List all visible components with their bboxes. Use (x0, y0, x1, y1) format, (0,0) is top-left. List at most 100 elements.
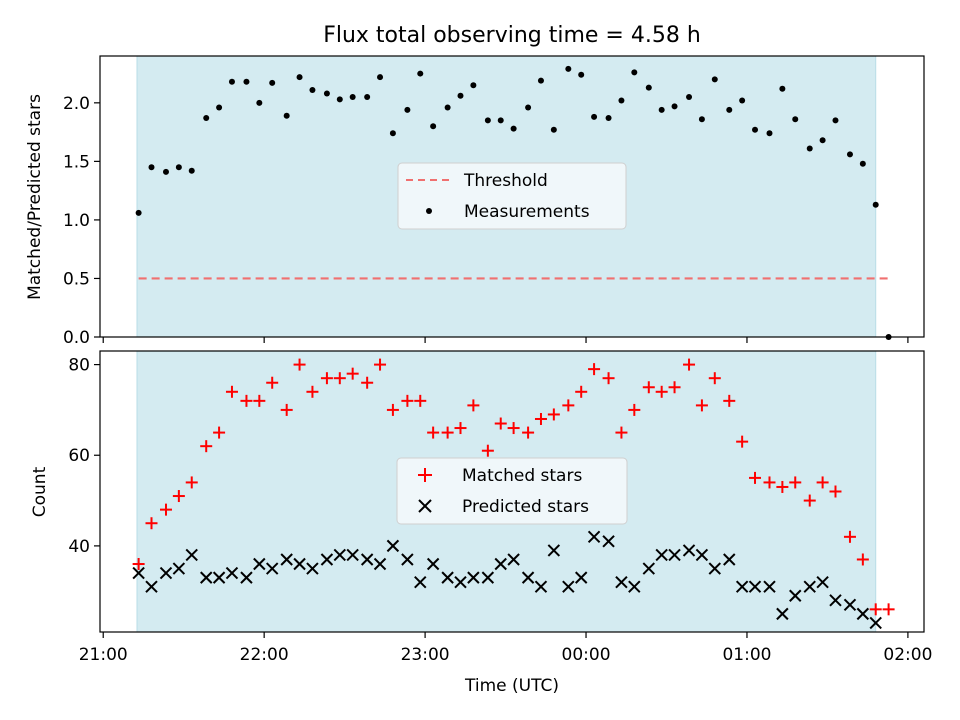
matched-star-point (736, 435, 749, 448)
matched-star-point (534, 412, 547, 425)
matched-star-point (562, 399, 575, 412)
measurement-point (671, 103, 678, 110)
matched-star-point (361, 376, 374, 389)
predicted-star-point (360, 553, 374, 566)
matched-star-point (494, 417, 507, 430)
measurement-point (283, 112, 290, 119)
measurement-point (269, 79, 276, 86)
measurement-point (819, 137, 826, 144)
matched-star-point (749, 471, 762, 484)
predicted-star-point (280, 553, 293, 566)
predicted-star-point (615, 575, 628, 589)
measurement-point (550, 126, 557, 133)
predicted-star-point (574, 571, 588, 584)
ratio-legend: Threshold Measurements (397, 162, 627, 230)
measurement-point (203, 115, 210, 122)
measurement-point (175, 164, 182, 171)
measurement-point (256, 99, 263, 106)
matched-star-point (869, 603, 882, 616)
measurement-point (859, 160, 866, 167)
xtick-label: 01:00 (722, 645, 771, 665)
matched-star-point (481, 444, 494, 457)
ratio-ytick-label: 1.0 (63, 211, 90, 231)
count-ytick-label: 40 (68, 537, 90, 557)
matched-star-point (615, 426, 628, 439)
matched-star-point (602, 372, 615, 385)
predicted-star-point (414, 575, 427, 589)
measurement-point (484, 117, 491, 124)
predicted-star-point (776, 607, 789, 621)
legend-matched-label: Matched stars (462, 466, 582, 486)
x-axis-label: Time (UTC) (464, 676, 559, 696)
count-panel: 40 60 80 21:00 22:00 23:00 00:00 01:00 02:00 Cou… (30, 350, 932, 665)
predicted-star-point (628, 580, 641, 593)
predicted-star-point (320, 553, 334, 566)
predicted-star-point (735, 580, 749, 593)
predicted-star-point (562, 580, 575, 593)
measurement-point (645, 84, 652, 91)
matched-star-point (803, 494, 816, 507)
matched-star-point (642, 381, 655, 394)
measurement-point (228, 78, 235, 85)
predicted-star-point (748, 580, 762, 593)
measurement-point (565, 65, 572, 72)
predicted-star-point (401, 553, 414, 566)
measurement-point (631, 69, 638, 76)
matched-star-point (507, 422, 520, 435)
measurement-point (779, 85, 786, 92)
xtick-label: 21:00 (79, 645, 128, 665)
predicted-star-point (240, 571, 253, 584)
predicted-star-point (454, 575, 467, 589)
predicted-star-point (803, 580, 816, 593)
matched-star-point (374, 358, 387, 371)
matched-star-point (132, 558, 145, 571)
measurement-point (711, 76, 718, 83)
matched-star-point (293, 358, 306, 371)
measurement-point (216, 104, 223, 111)
measurement-point (309, 86, 316, 93)
matched-star-point (575, 385, 588, 398)
matched-star-point (683, 358, 696, 371)
matched-star-point (816, 476, 829, 489)
predicted-star-point (212, 571, 226, 584)
matched-star-point (843, 530, 856, 543)
measurement-point (792, 116, 799, 123)
legend-predicted-swatch (418, 499, 432, 513)
matched-star-point (668, 381, 681, 394)
predicted-star-point (587, 530, 601, 544)
predicted-star-point (789, 589, 802, 602)
matched-star-point (467, 399, 480, 412)
matched-star-point (522, 426, 535, 439)
predicted-star-point (132, 566, 145, 580)
measurement-point (605, 115, 612, 122)
matched-star-point (441, 426, 454, 439)
matched-star-point (427, 426, 440, 439)
matched-star-point (882, 603, 895, 616)
predicted-star-point (723, 553, 736, 566)
measurement-point (578, 71, 585, 78)
measurement-point (686, 93, 693, 100)
ratio-ylabel: Matched/Predicted stars (25, 94, 45, 300)
matched-star-point (708, 372, 721, 385)
measurement-point (404, 106, 411, 113)
predicted-star-point (534, 580, 548, 593)
measurement-point (389, 130, 396, 137)
measurement-point (417, 70, 424, 77)
predicted-star-point (253, 557, 266, 571)
measurement-point (336, 96, 343, 103)
predicted-star-point (265, 562, 279, 575)
matched-star-point (695, 399, 708, 412)
legend-matched-swatch (418, 468, 432, 482)
measurement-point (658, 106, 665, 113)
measurement-point (739, 97, 746, 104)
xtick-label: 23:00 (401, 645, 450, 665)
matched-star-point (763, 476, 776, 489)
matched-star-point (145, 517, 158, 530)
measurement-point (537, 77, 544, 84)
measurement-point (846, 151, 853, 158)
predicted-star-point (695, 548, 709, 562)
count-legend: Matched stars Predicted stars (396, 457, 628, 525)
measurement-point (497, 117, 504, 124)
matched-star-point (401, 394, 414, 407)
predicted-star-point (386, 539, 400, 553)
